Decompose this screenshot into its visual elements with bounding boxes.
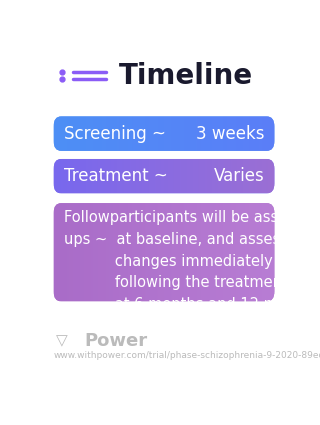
Text: Power: Power (84, 332, 148, 350)
Text: ▽: ▽ (56, 333, 68, 348)
Text: Screening ~: Screening ~ (64, 125, 165, 143)
Text: Treatment ~: Treatment ~ (64, 167, 167, 185)
Text: 3 weeks: 3 weeks (196, 125, 264, 143)
Text: Varies: Varies (214, 167, 264, 185)
Text: www.withpower.com/trial/phase-schizophrenia-9-2020-89ed4: www.withpower.com/trial/phase-schizophre… (54, 351, 320, 360)
FancyBboxPatch shape (54, 116, 274, 151)
Text: Timeline: Timeline (119, 62, 253, 90)
Text: Followparticipants will be assessed
ups ~  at baseline, and assessed for
       : Followparticipants will be assessed ups … (64, 210, 320, 333)
FancyBboxPatch shape (54, 203, 274, 301)
FancyBboxPatch shape (54, 159, 274, 193)
